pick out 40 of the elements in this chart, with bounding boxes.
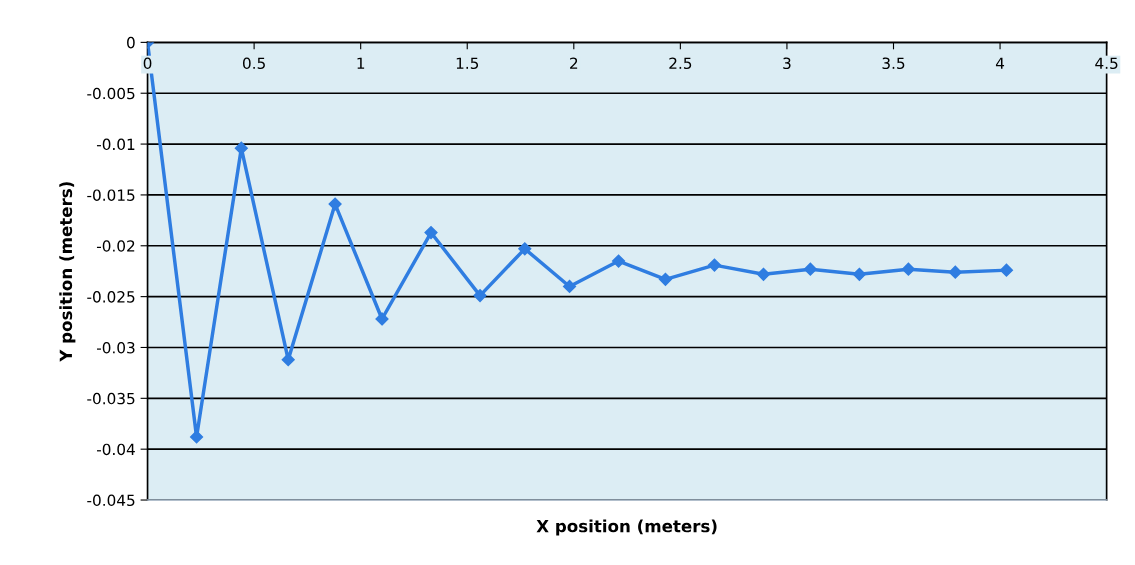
point <box>707 258 722 272</box>
point <box>328 197 342 211</box>
y-tick-label: -0.03 <box>96 341 135 354</box>
x-tick-label: 1.5 <box>456 57 479 70</box>
y-tick-label: -0.025 <box>87 291 135 303</box>
point <box>424 225 438 240</box>
y-tick-label: -0.045 <box>87 494 135 507</box>
x-tick-label: 2.5 <box>669 57 692 70</box>
point <box>999 263 1014 277</box>
x-axis-title: X position (meters) <box>536 519 717 536</box>
point <box>189 430 204 444</box>
x-tick-label: 4 <box>995 57 1005 69</box>
x-tick-label: 0 <box>143 57 152 70</box>
x-tick-label: 3.5 <box>882 57 905 70</box>
y-tick-label: -0.04 <box>96 443 135 456</box>
y-tick-label: -0.005 <box>87 87 135 100</box>
point <box>281 353 295 367</box>
point <box>852 267 866 281</box>
point <box>562 279 577 294</box>
y-tick-label: -0.015 <box>87 189 135 201</box>
point <box>234 141 248 155</box>
x-tick-label: 4.5 <box>1095 57 1118 70</box>
x-tick-label: 3 <box>783 57 791 70</box>
point <box>803 262 817 276</box>
point <box>901 262 916 276</box>
y-tick-label: 0 <box>127 36 135 49</box>
point <box>473 289 487 303</box>
x-tick-label: 1 <box>357 57 365 69</box>
x-tick-label: 0.5 <box>242 57 265 70</box>
point <box>611 254 626 268</box>
point <box>756 267 771 281</box>
point <box>375 312 389 326</box>
x-tick-label: 2 <box>570 57 578 69</box>
point <box>518 242 532 256</box>
point <box>948 265 962 279</box>
y-tick-label: -0.01 <box>96 138 135 151</box>
y-tick-label: -0.02 <box>96 240 135 252</box>
y-tick-label: -0.035 <box>87 392 135 405</box>
point <box>658 272 673 286</box>
y-axis-title: Y position (meters) <box>59 182 76 362</box>
